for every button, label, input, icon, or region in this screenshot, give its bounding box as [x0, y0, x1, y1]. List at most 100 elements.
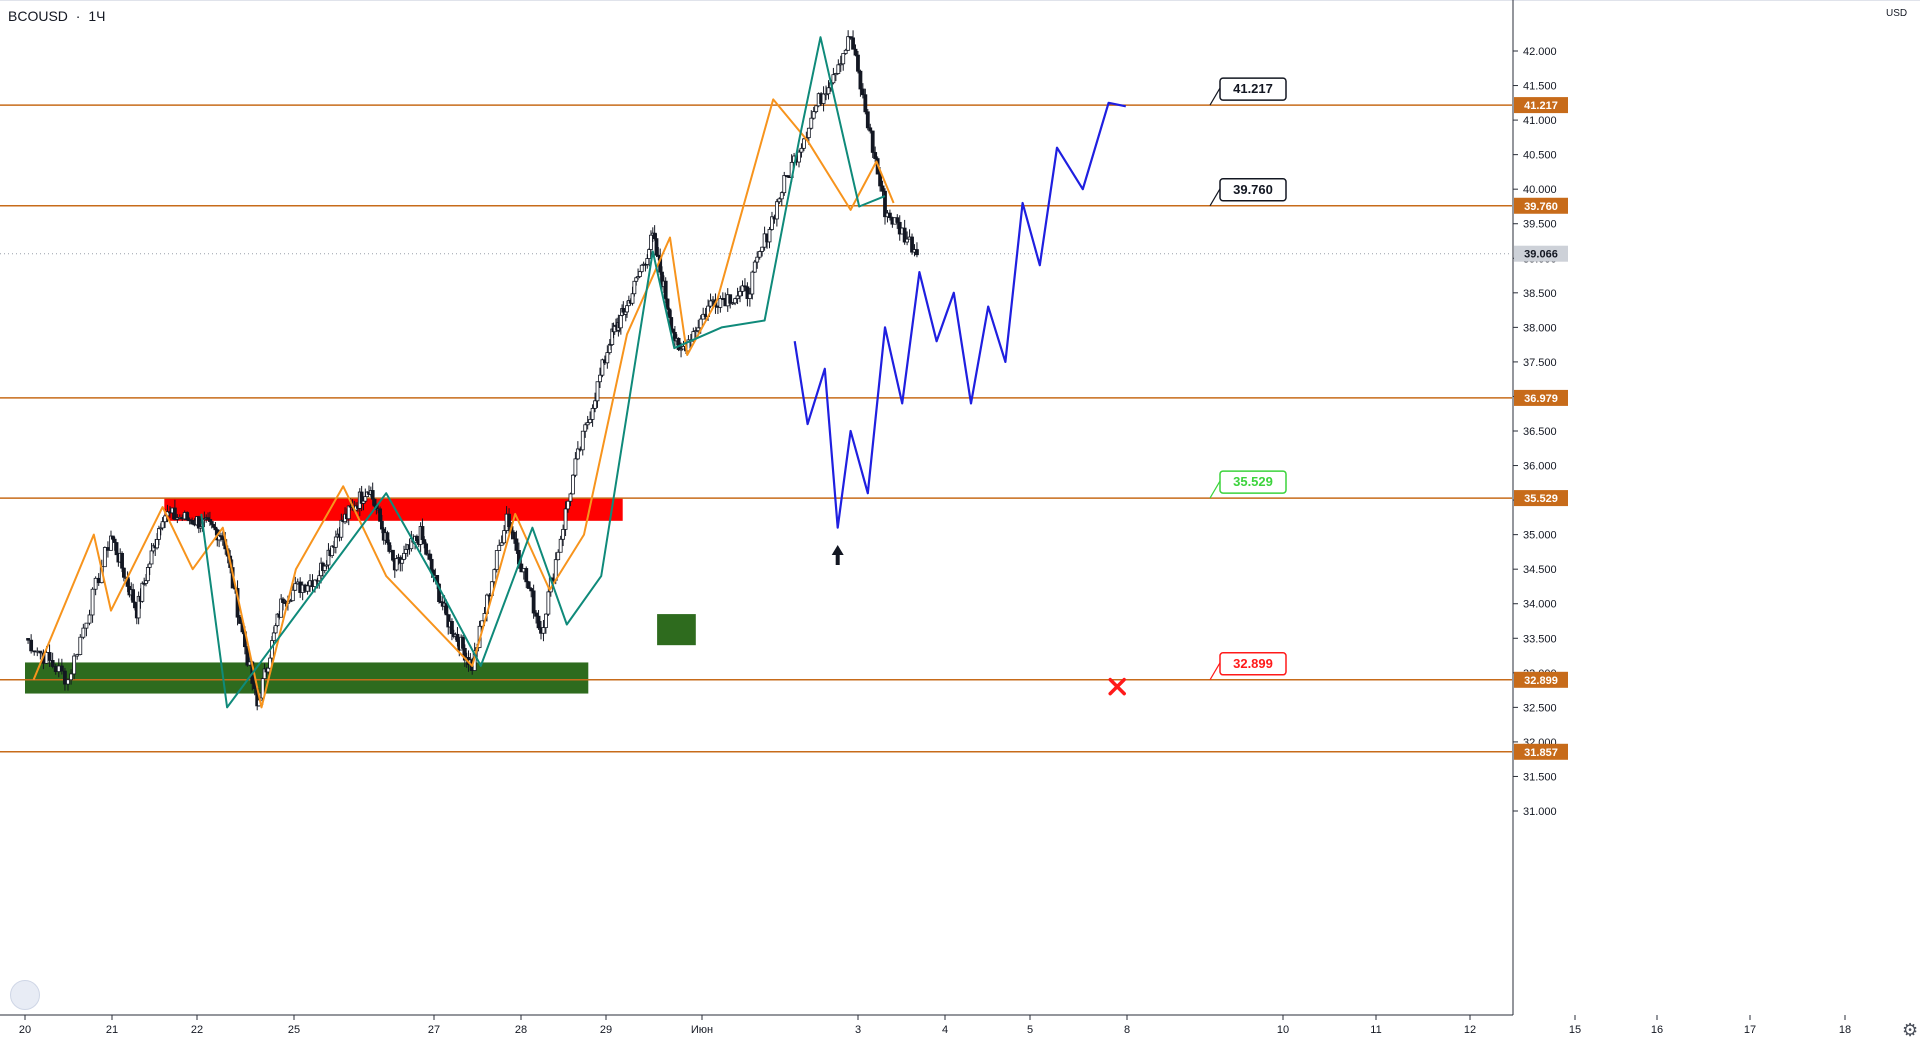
candle-body — [667, 308, 672, 318]
candle-body — [524, 568, 529, 583]
candle-body — [580, 430, 585, 451]
candle-body — [372, 498, 377, 507]
candle-body — [883, 190, 887, 218]
candle-body — [752, 261, 757, 273]
candle-body — [422, 539, 427, 545]
candle-body — [273, 625, 278, 634]
candle-body — [779, 192, 784, 200]
x-tick-label: 15 — [1569, 1024, 1581, 1036]
candle-body — [50, 660, 55, 667]
candles-group — [26, 30, 919, 711]
candle-body — [760, 246, 765, 252]
candle-body — [671, 328, 675, 333]
candle-body — [145, 567, 150, 582]
candle-body — [799, 147, 804, 153]
header-separator: · — [75, 8, 81, 24]
candle-body — [556, 551, 561, 561]
level-tag-label: 41.217 — [1524, 100, 1558, 112]
candle-body — [102, 547, 107, 568]
candle-body — [652, 232, 657, 240]
candle-body — [429, 558, 434, 571]
candle-body — [809, 117, 814, 129]
tradingview-logo-icon — [10, 980, 40, 1010]
candle-body — [209, 521, 214, 525]
candle-body — [802, 138, 806, 149]
candle-body — [333, 536, 338, 548]
candle-body — [708, 300, 713, 307]
candle-body — [370, 490, 375, 500]
candle-body — [238, 616, 242, 624]
candle-body — [379, 520, 384, 530]
candle-body — [870, 130, 875, 153]
gear-icon[interactable]: ⚙ — [1902, 1020, 1919, 1040]
candle-body — [654, 238, 659, 256]
candle-body — [833, 73, 838, 76]
candle-body — [797, 151, 801, 163]
x-tick-label: 28 — [515, 1024, 527, 1036]
x-tick-label: 10 — [1277, 1024, 1289, 1036]
candle-body — [679, 348, 683, 351]
callout-box — [1219, 178, 1287, 202]
candle-body — [544, 613, 548, 629]
candle-body — [563, 508, 568, 530]
x-tick-label: Июн — [691, 1024, 713, 1036]
y-tick-label: 37.500 — [1523, 357, 1557, 369]
candle-body — [831, 74, 836, 84]
candle-body — [385, 532, 390, 544]
candle-body — [878, 173, 882, 187]
candle-body — [676, 337, 681, 350]
candle-body — [733, 298, 738, 304]
candle-body — [32, 650, 37, 653]
callout-pointer — [1209, 480, 1221, 499]
candle-body — [160, 521, 165, 529]
candle-body — [698, 318, 703, 329]
candle-body — [824, 93, 828, 96]
candle-body — [155, 539, 159, 549]
candle-body — [888, 212, 892, 219]
callout-label: 35.529 — [1233, 474, 1273, 489]
candle-body — [26, 638, 30, 641]
candle-body — [290, 589, 295, 602]
y-tick-label: 34.500 — [1523, 564, 1557, 576]
cross-icon — [1108, 677, 1126, 696]
candle-body — [863, 94, 868, 113]
candle-body — [455, 633, 460, 642]
candle-body — [534, 612, 538, 617]
candle-body — [728, 294, 733, 304]
candle-body — [568, 493, 573, 502]
candle-body — [583, 424, 588, 432]
y-tick-label: 38.000 — [1523, 322, 1557, 334]
y-tick-label: 38.500 — [1523, 288, 1557, 300]
callout-box — [1219, 470, 1287, 494]
candle-body — [346, 505, 351, 520]
candle-body — [35, 650, 40, 653]
callout-label: 32.899 — [1233, 656, 1273, 671]
candle-body — [507, 513, 511, 528]
y-tick-label: 41.500 — [1523, 81, 1557, 93]
candle-body — [420, 526, 425, 541]
symbol-header[interactable]: BCOUSD · 1Ч — [8, 8, 109, 24]
candle-body — [403, 549, 408, 554]
y-tick-label: 35.000 — [1523, 530, 1557, 542]
candle-body — [494, 550, 499, 571]
candle-body — [851, 37, 855, 50]
x-tick-label: 16 — [1651, 1024, 1663, 1036]
candle-body — [738, 290, 742, 297]
candle-body — [665, 298, 670, 310]
candle-body — [649, 234, 653, 250]
candle-body — [106, 547, 110, 551]
candle-body — [588, 418, 593, 424]
candle-body — [514, 538, 519, 551]
candle-body — [561, 528, 566, 540]
candle-body — [767, 229, 772, 243]
candle-body — [378, 508, 382, 522]
x-tick-label: 12 — [1464, 1024, 1476, 1036]
level-tag-label: 39.760 — [1524, 201, 1558, 213]
demand-zone — [25, 662, 589, 694]
candle-body — [856, 54, 860, 72]
candle-body — [536, 615, 541, 629]
candle-body — [317, 575, 322, 582]
candle-body — [566, 500, 570, 510]
level-tag-label: 32.899 — [1524, 675, 1558, 687]
